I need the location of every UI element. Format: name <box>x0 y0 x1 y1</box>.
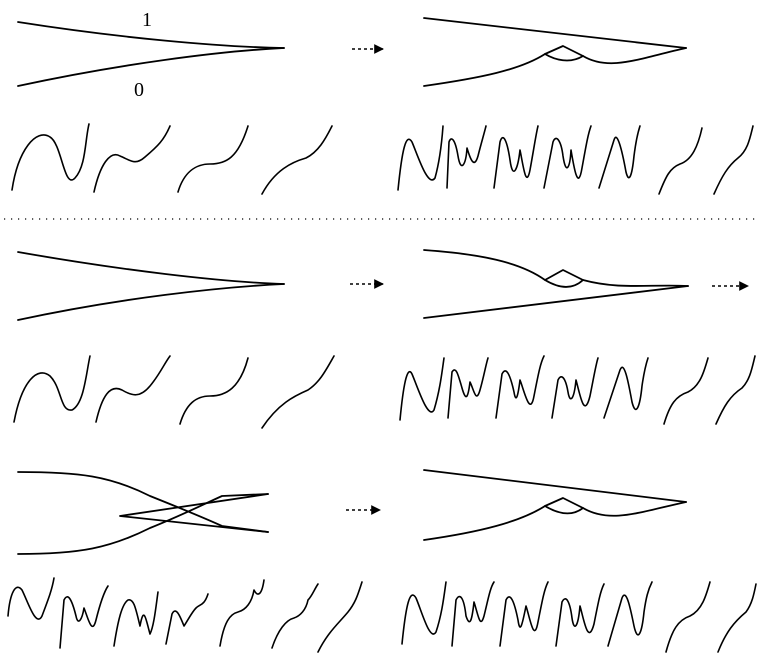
crossing-front <box>17 471 269 555</box>
upper-strand <box>17 21 285 49</box>
strand-label-0: 0 <box>134 79 144 101</box>
graph-row-top-left <box>11 123 333 195</box>
lower-strand <box>17 47 285 87</box>
cusp-front-labeled: 1 0 <box>17 9 285 101</box>
graph-row-bottom-right-1 <box>399 355 756 425</box>
strand-label-1: 1 <box>142 9 152 31</box>
top-panel: 1 0 <box>11 9 754 195</box>
swallowtail-front-3 <box>423 469 687 541</box>
graph-row-top-right <box>397 125 754 195</box>
graph-row-bottom-left-2 <box>7 577 363 653</box>
bottom-panel <box>7 249 757 653</box>
graph-row-bottom-left-1 <box>13 355 335 429</box>
cusp-front-2 <box>17 251 285 321</box>
swallowtail-front-1 <box>423 17 687 87</box>
swallowtail-front-2 <box>423 249 689 319</box>
graph-row-bottom-right-2 <box>401 581 757 653</box>
